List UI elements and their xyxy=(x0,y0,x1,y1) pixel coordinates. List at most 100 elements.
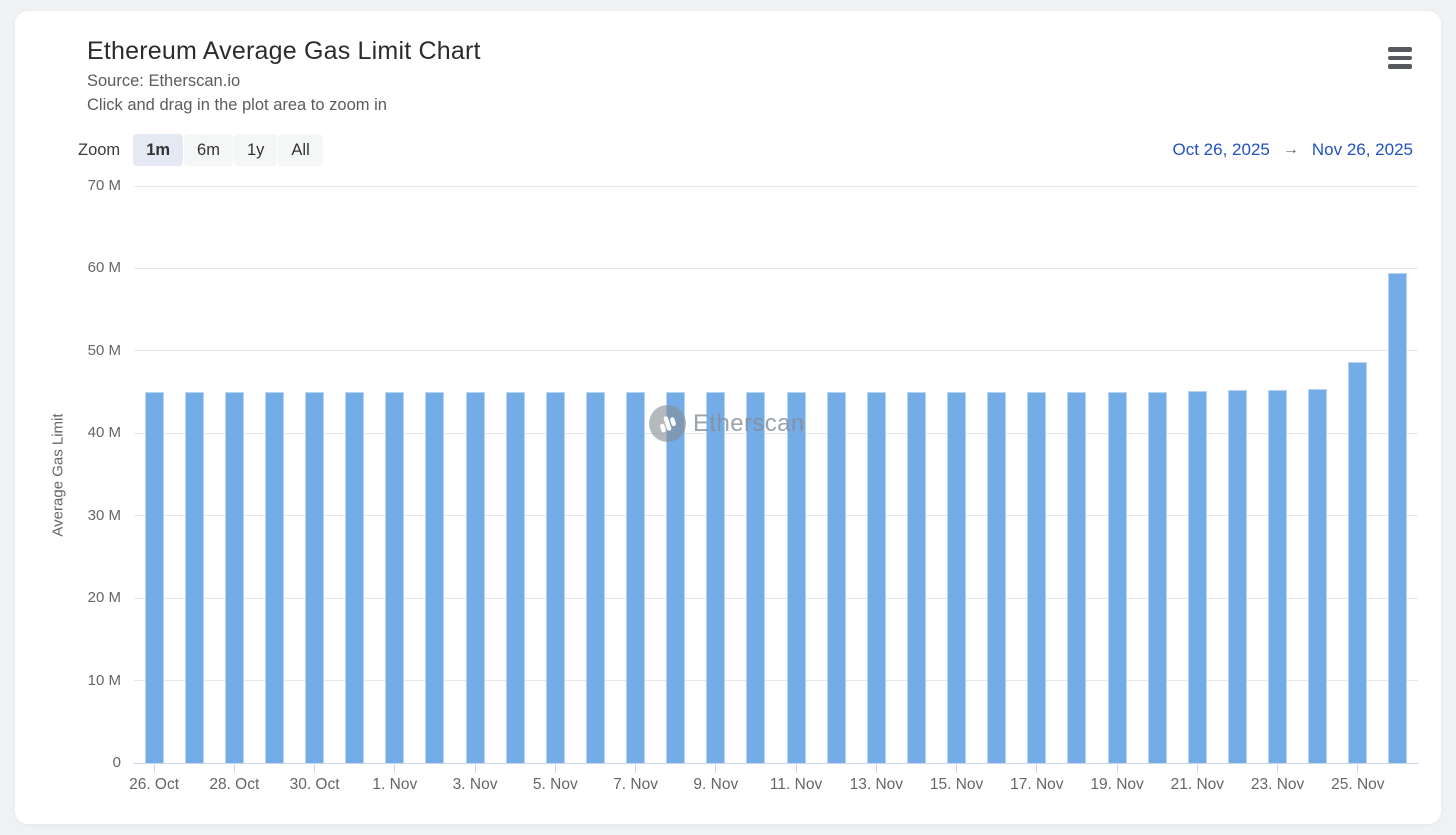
bar-31-oct[interactable] xyxy=(345,392,365,763)
chart-hint-subtitle: Click and drag in the plot area to zoom … xyxy=(87,96,387,114)
range-selector-dates: Oct 26, 2025 → Nov 26, 2025 xyxy=(1173,133,1413,167)
x-tick-mark xyxy=(233,763,235,773)
x-tick-label-5-nov: 5. Nov xyxy=(532,776,578,793)
y-tick-label-20m: 20 M xyxy=(87,589,121,607)
bar-2-nov[interactable] xyxy=(425,392,445,763)
bar-26-nov[interactable] xyxy=(1388,273,1408,763)
range-from-date[interactable]: Oct 26, 2025 xyxy=(1172,140,1270,159)
x-tick-label-23-nov: 23. Nov xyxy=(1250,776,1305,793)
x-tick-mark xyxy=(1116,763,1118,773)
page-title: Ethereum Average Gas Limit Chart xyxy=(87,37,481,65)
gridline-50m xyxy=(134,350,1418,352)
x-tick-label-9-nov: 9. Nov xyxy=(693,776,739,793)
bar-27-oct[interactable] xyxy=(184,392,204,763)
bar-19-nov[interactable] xyxy=(1107,392,1127,763)
x-tick-mark xyxy=(635,763,637,773)
bar-17-nov[interactable] xyxy=(1027,392,1047,763)
bar-13-nov[interactable] xyxy=(866,392,886,763)
gridline-40m xyxy=(134,432,1418,434)
x-tick-mark xyxy=(394,763,396,773)
x-tick-label-15-nov: 15. Nov xyxy=(929,776,984,793)
x-tick-label-28-oct: 28. Oct xyxy=(209,776,260,793)
bar-8-nov[interactable] xyxy=(666,392,686,763)
range-arrow-icon: → xyxy=(1282,141,1299,158)
bar-23-nov[interactable] xyxy=(1268,390,1288,763)
hamburger-icon xyxy=(1388,64,1412,69)
y-tick-label-40m: 40 M xyxy=(87,424,121,442)
bar-3-nov[interactable] xyxy=(465,392,485,763)
bar-15-nov[interactable] xyxy=(947,392,967,763)
bar-21-nov[interactable] xyxy=(1187,391,1207,763)
bar-20-nov[interactable] xyxy=(1147,392,1167,763)
y-tick-label-50m: 50 M xyxy=(87,341,121,359)
zoom-button-6m[interactable]: 6m xyxy=(184,134,233,166)
x-axis-line xyxy=(134,762,1418,764)
chart-source-subtitle: Source: Etherscan.io xyxy=(87,72,241,90)
x-tick-mark xyxy=(956,763,958,773)
x-tick-label-1-nov: 1. Nov xyxy=(372,776,418,793)
bar-7-nov[interactable] xyxy=(626,392,646,763)
x-tick-mark xyxy=(314,763,316,773)
x-tick-mark xyxy=(474,763,476,773)
x-tick-mark xyxy=(875,763,877,773)
gridline-20m xyxy=(134,597,1418,599)
hamburger-icon xyxy=(1388,55,1412,61)
x-tick-label-30-oct: 30. Oct xyxy=(289,776,340,793)
bar-4-nov[interactable] xyxy=(505,392,525,763)
x-tick-label-21-nov: 21. Nov xyxy=(1170,776,1225,793)
x-tick-label-11-nov: 11. Nov xyxy=(769,776,823,793)
bar-14-nov[interactable] xyxy=(906,392,926,763)
y-tick-label-30m: 30 M xyxy=(87,506,121,524)
gridline-60m xyxy=(134,267,1418,269)
bar-25-nov[interactable] xyxy=(1348,362,1368,763)
x-tick-label-25-nov: 25. Nov xyxy=(1331,776,1385,793)
chart-card: Ethereum Average Gas Limit Chart Source:… xyxy=(14,10,1442,825)
zoom-buttons-group: 1m 6m 1y All xyxy=(133,134,324,166)
zoom-button-1m[interactable]: 1m xyxy=(133,134,184,166)
x-tick-label-17-nov: 17. Nov xyxy=(1010,776,1064,793)
range-to-date[interactable]: Nov 26, 2025 xyxy=(1311,140,1413,159)
bar-10-nov[interactable] xyxy=(746,392,766,763)
bar-30-oct[interactable] xyxy=(305,392,325,763)
gridline-10m xyxy=(134,680,1418,682)
x-tick-mark xyxy=(795,763,797,773)
bar-1-nov[interactable] xyxy=(385,392,405,763)
y-tick-label-0m: 0 xyxy=(112,754,121,771)
x-tick-mark xyxy=(715,763,717,773)
gas-limit-chart-plot-area[interactable]: Average Gas Limit 0 10 M 20 M 30 M 40 M 50 M 6… xyxy=(50,177,1418,793)
zoom-button-all[interactable]: All xyxy=(278,134,323,166)
x-tick-label-3-nov: 3. Nov xyxy=(452,776,498,793)
bar-29-oct[interactable] xyxy=(264,392,284,763)
bar-9-nov[interactable] xyxy=(706,392,726,763)
y-tick-label-10m: 10 M xyxy=(87,671,121,689)
range-selector-zoom: Zoom 1m 6m 1y All xyxy=(78,133,324,167)
zoom-button-1y[interactable]: 1y xyxy=(233,134,278,166)
x-tick-mark xyxy=(153,763,155,773)
bar-11-nov[interactable] xyxy=(786,392,806,763)
x-tick-mark xyxy=(1196,763,1198,773)
zoom-label: Zoom xyxy=(78,140,121,159)
y-axis-title: Average Gas Limit xyxy=(49,412,67,537)
x-tick-mark xyxy=(1277,763,1279,773)
x-tick-label-19-nov: 19. Nov xyxy=(1090,776,1144,793)
bar-24-nov[interactable] xyxy=(1308,388,1328,763)
bar-18-nov[interactable] xyxy=(1067,392,1087,763)
x-tick-mark xyxy=(1036,763,1038,773)
bar-26-oct[interactable] xyxy=(144,392,164,763)
x-tick-mark xyxy=(1357,763,1359,773)
y-tick-label-60m: 60 M xyxy=(87,259,121,277)
x-tick-label-26-oct: 26. Oct xyxy=(129,776,180,793)
bar-28-oct[interactable] xyxy=(224,392,244,763)
bar-22-nov[interactable] xyxy=(1227,390,1247,763)
x-tick-mark xyxy=(554,763,556,773)
gridline-70m xyxy=(134,185,1418,187)
bar-5-nov[interactable] xyxy=(545,392,565,763)
x-tick-label-13-nov: 13. Nov xyxy=(849,776,904,793)
bar-6-nov[interactable] xyxy=(585,392,605,763)
chart-context-menu-button[interactable] xyxy=(1385,44,1415,72)
bar-16-nov[interactable] xyxy=(987,392,1007,763)
gridline-30m xyxy=(134,515,1418,517)
bar-12-nov[interactable] xyxy=(826,392,846,763)
y-tick-label-70m: 70 M xyxy=(87,177,121,194)
hamburger-icon xyxy=(1388,47,1412,52)
